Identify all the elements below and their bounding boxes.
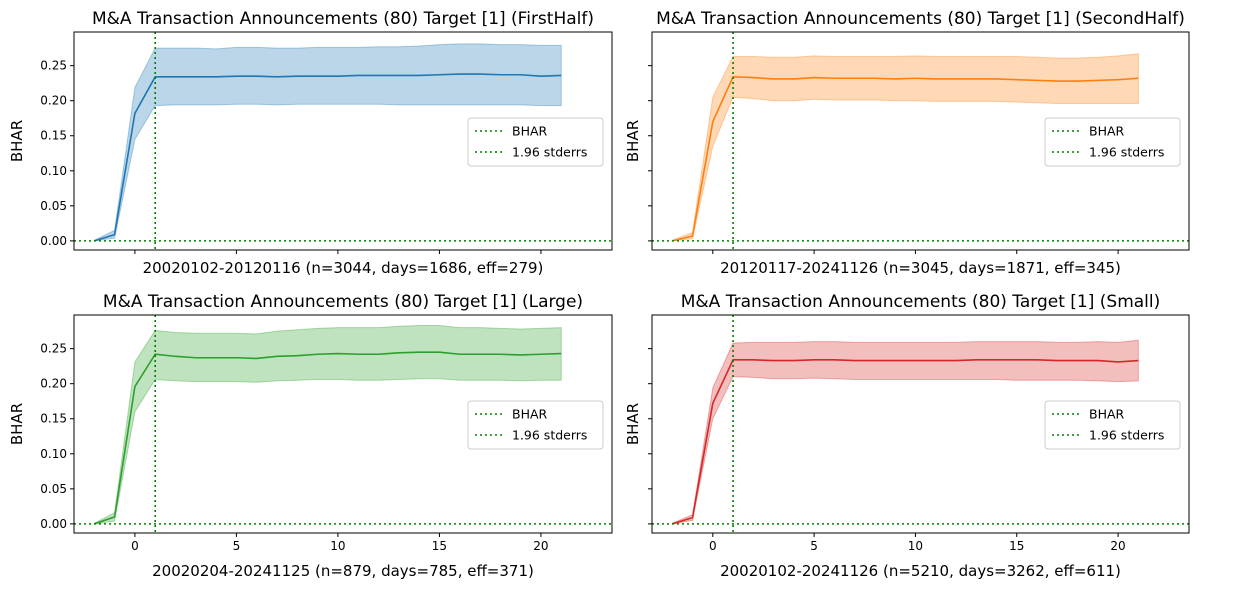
plot-area [74,315,612,533]
x-tick-label: 5 [233,539,241,553]
bhar-line [94,73,562,242]
legend-label: BHAR [512,407,548,422]
chart-panel-2: M&A Transaction Announcements (80) Targe… [624,9,1190,277]
bhar-line [672,76,1139,242]
y-tick-label: 0.00 [40,234,67,248]
chart-title: M&A Transaction Announcements (80) Targe… [103,292,583,312]
y-tick-label: 0.25 [40,59,67,73]
axes-frame [651,314,1190,534]
confidence-band [93,325,562,525]
confidence-band [93,43,562,242]
x-axis-label: 20020204-20241125 (n=879, days=785, eff=… [152,562,534,580]
x-tick-label: 15 [1009,539,1024,553]
legend-label: BHAR [1089,124,1125,139]
legend-box [467,117,604,167]
y-axis-label: BHAR [624,120,642,162]
legend-label: BHAR [512,124,548,139]
chart-panel-1: 0.00 0.05 0.10 0.15 0.20 0.25 M&A Transaction … [8,9,613,277]
legend: BHAR 1.96 stderrs [467,117,604,167]
plot-area [74,32,612,250]
legend-label: 1.96 stderrs [512,428,587,443]
x-axis-label: 20120117-20241126 (n=3045, days=1871, ef… [720,259,1121,277]
confidence-band [671,339,1139,525]
x-tick-label: 5 [810,539,818,553]
y-tick-label: 0.20 [40,377,67,391]
x-tick-label: 10 [908,539,923,553]
axes-frame [73,31,613,251]
axes-frame [73,314,613,534]
plot-area [652,315,1189,533]
legend: BHAR 1.96 stderrs [1044,117,1181,167]
plot-area [652,32,1189,250]
x-tick-label: 20 [533,539,548,553]
y-tick-label: 0.15 [40,129,67,143]
chart-panel-4: 0 5 10 15 20 M&A Transaction Announcements (8… [624,292,1190,580]
y-tick-label: 0.15 [40,412,67,426]
legend-label: 1.96 stderrs [1089,428,1164,443]
bhar-line [672,359,1139,525]
chart-panel-3: 0.00 0.05 0.10 0.15 0.20 0.25 0 5 10 15 20 M&A Tran… [8,292,613,580]
y-tick-label: 0.05 [40,482,67,496]
bhar-line [94,351,562,525]
confidence-band [671,53,1139,242]
y-tick-label: 0.00 [40,517,67,531]
y-axis-label: BHAR [8,403,26,445]
legend-box [1044,400,1181,450]
x-tick-label: 10 [330,539,345,553]
y-axis-label: BHAR [8,120,26,162]
chart-title: M&A Transaction Announcements (80) Targe… [656,9,1185,29]
y-tick-label: 0.10 [40,164,67,178]
legend: BHAR 1.96 stderrs [467,400,604,450]
y-tick-label: 0.10 [40,447,67,461]
x-tick-label: 20 [1110,539,1125,553]
chart-title: M&A Transaction Announcements (80) Targe… [681,292,1161,312]
y-axis-label: BHAR [624,403,642,445]
x-axis-label: 20020102-20241126 (n=5210, days=3262, ef… [720,562,1121,580]
x-axis-label: 20020102-20120116 (n=3044, days=1686, ef… [143,259,544,277]
legend-label: 1.96 stderrs [512,145,587,160]
legend-label: BHAR [1089,407,1125,422]
chart-title: M&A Transaction Announcements (80) Targe… [92,9,594,29]
legend-box [1044,117,1181,167]
y-tick-label: 0.25 [40,342,67,356]
axes-frame [651,31,1190,251]
legend: BHAR 1.96 stderrs [1044,400,1181,450]
y-tick-label: 0.20 [40,94,67,108]
legend-label: 1.96 stderrs [1089,145,1164,160]
legend-box [467,400,604,450]
x-tick-label: 0 [709,539,717,553]
x-tick-label: 15 [432,539,447,553]
x-tick-label: 0 [131,539,139,553]
y-tick-label: 0.05 [40,199,67,213]
